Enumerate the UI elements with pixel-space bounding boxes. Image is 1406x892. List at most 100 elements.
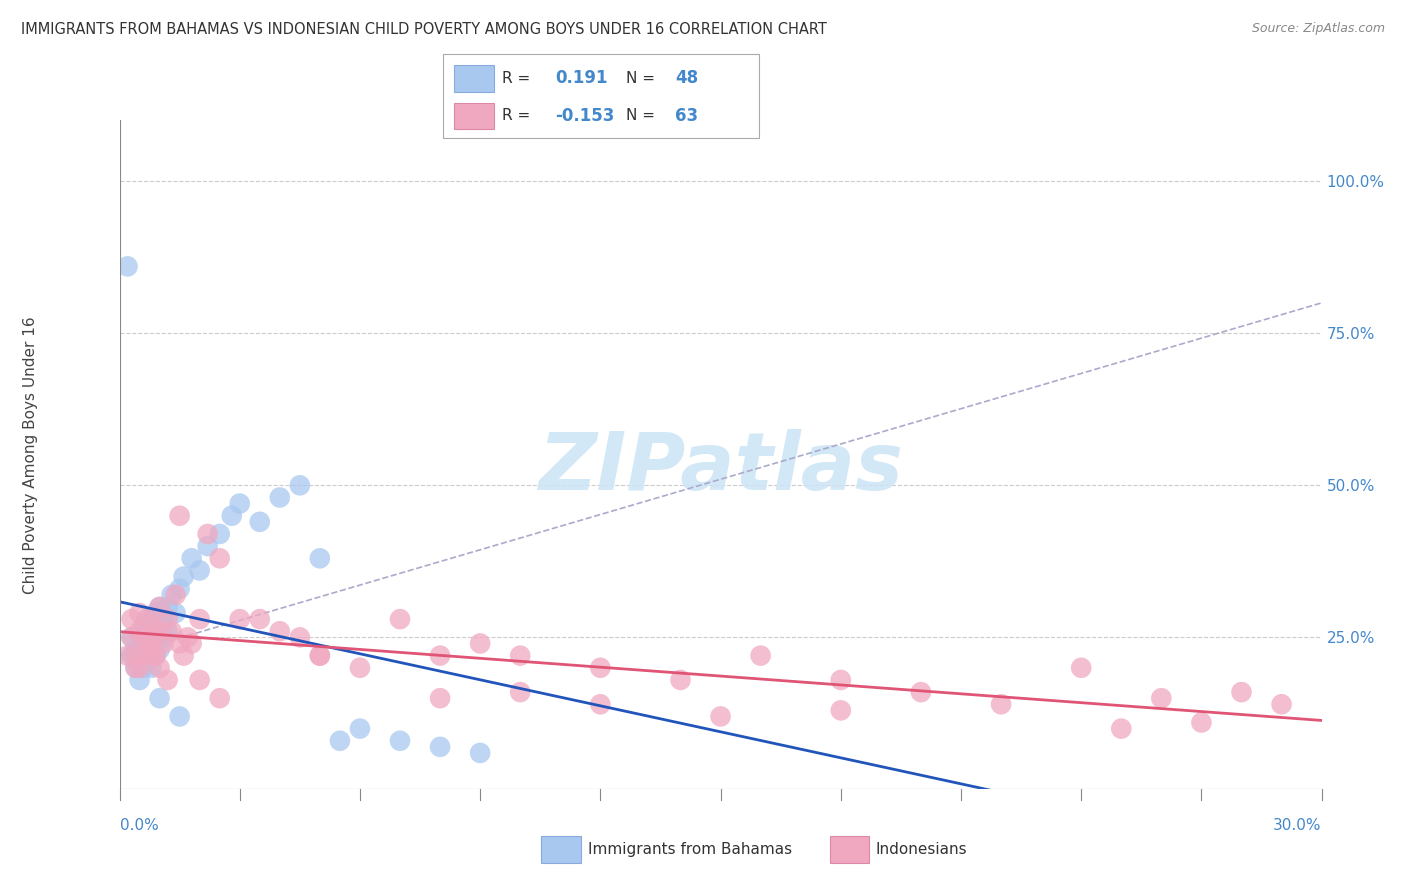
Point — [169, 636, 191, 650]
Text: IMMIGRANTS FROM BAHAMAS VS INDONESIAN CHILD POVERTY AMONG BOYS UNDER 16 CORRELAT: IMMIGRANTS FROM BAHAMAS VS INDONESIAN CH… — [21, 22, 827, 37]
Point — [152, 612, 174, 626]
Point — [1111, 722, 1133, 736]
Point — [468, 746, 492, 760]
Point — [141, 636, 163, 650]
Point — [180, 636, 202, 650]
Point — [208, 527, 231, 541]
Point — [269, 491, 291, 505]
Point — [156, 673, 179, 687]
Point — [141, 648, 163, 663]
Point — [1271, 698, 1294, 712]
Point — [169, 709, 191, 723]
Point — [149, 624, 172, 639]
Point — [121, 612, 143, 626]
Point — [349, 722, 371, 736]
Point — [269, 624, 291, 639]
Point — [128, 661, 150, 675]
Point — [188, 564, 211, 578]
Point — [132, 618, 155, 632]
Point — [156, 599, 179, 614]
Text: ZIPatlas: ZIPatlas — [538, 429, 903, 508]
Point — [128, 606, 150, 620]
Point — [160, 624, 183, 639]
Point — [208, 551, 231, 566]
Point — [169, 582, 191, 596]
Point — [349, 661, 371, 675]
Point — [132, 631, 155, 645]
Point — [136, 631, 159, 645]
Point — [141, 618, 163, 632]
Point — [188, 612, 211, 626]
Point — [128, 673, 150, 687]
Point — [173, 569, 195, 583]
Point — [124, 661, 146, 675]
Text: Immigrants from Bahamas: Immigrants from Bahamas — [588, 842, 792, 856]
Point — [429, 739, 451, 754]
Point — [145, 624, 167, 639]
Point — [188, 673, 211, 687]
Point — [709, 709, 731, 723]
Point — [910, 685, 932, 699]
Point — [228, 497, 252, 511]
Point — [128, 631, 150, 645]
Point — [509, 648, 531, 663]
Text: 63: 63 — [675, 107, 697, 125]
Point — [1070, 661, 1092, 675]
Point — [152, 636, 174, 650]
Point — [990, 698, 1012, 712]
Point — [388, 733, 412, 747]
Point — [309, 648, 332, 663]
Point — [208, 691, 231, 706]
Text: Child Poverty Among Boys Under 16: Child Poverty Among Boys Under 16 — [24, 316, 38, 594]
Point — [249, 612, 271, 626]
Point — [124, 648, 146, 663]
Point — [136, 612, 159, 626]
Point — [669, 673, 692, 687]
Text: Indonesians: Indonesians — [876, 842, 967, 856]
Point — [1191, 715, 1213, 730]
Point — [145, 648, 167, 663]
Point — [173, 648, 195, 663]
Point — [329, 733, 352, 747]
Point — [117, 260, 139, 274]
Point — [468, 636, 492, 650]
Point — [309, 648, 332, 663]
Point — [145, 606, 167, 620]
Point — [117, 648, 139, 663]
Point — [145, 648, 167, 663]
Point — [128, 624, 150, 639]
Point — [141, 661, 163, 675]
Point — [132, 636, 155, 650]
Point — [132, 648, 155, 663]
Point — [176, 631, 198, 645]
Text: R =: R = — [502, 71, 530, 86]
Point — [249, 515, 271, 529]
Point — [160, 588, 183, 602]
Point — [288, 478, 311, 492]
Point — [141, 642, 163, 657]
Point — [141, 618, 163, 632]
Point — [1230, 685, 1253, 699]
Point — [152, 631, 174, 645]
Text: R =: R = — [502, 109, 530, 123]
Point — [145, 631, 167, 645]
Point — [124, 642, 146, 657]
Point — [388, 612, 412, 626]
Point — [149, 599, 172, 614]
Point — [149, 642, 172, 657]
Text: Source: ZipAtlas.com: Source: ZipAtlas.com — [1251, 22, 1385, 36]
Point — [136, 636, 159, 650]
Point — [149, 599, 172, 614]
Point — [288, 631, 311, 645]
Point — [149, 691, 172, 706]
Point — [589, 698, 612, 712]
Point — [509, 685, 531, 699]
Point — [121, 648, 143, 663]
Point — [749, 648, 772, 663]
Point — [228, 612, 252, 626]
Text: -0.153: -0.153 — [555, 107, 614, 125]
Point — [589, 661, 612, 675]
Point — [309, 551, 332, 566]
Point — [429, 648, 451, 663]
Point — [149, 618, 172, 632]
